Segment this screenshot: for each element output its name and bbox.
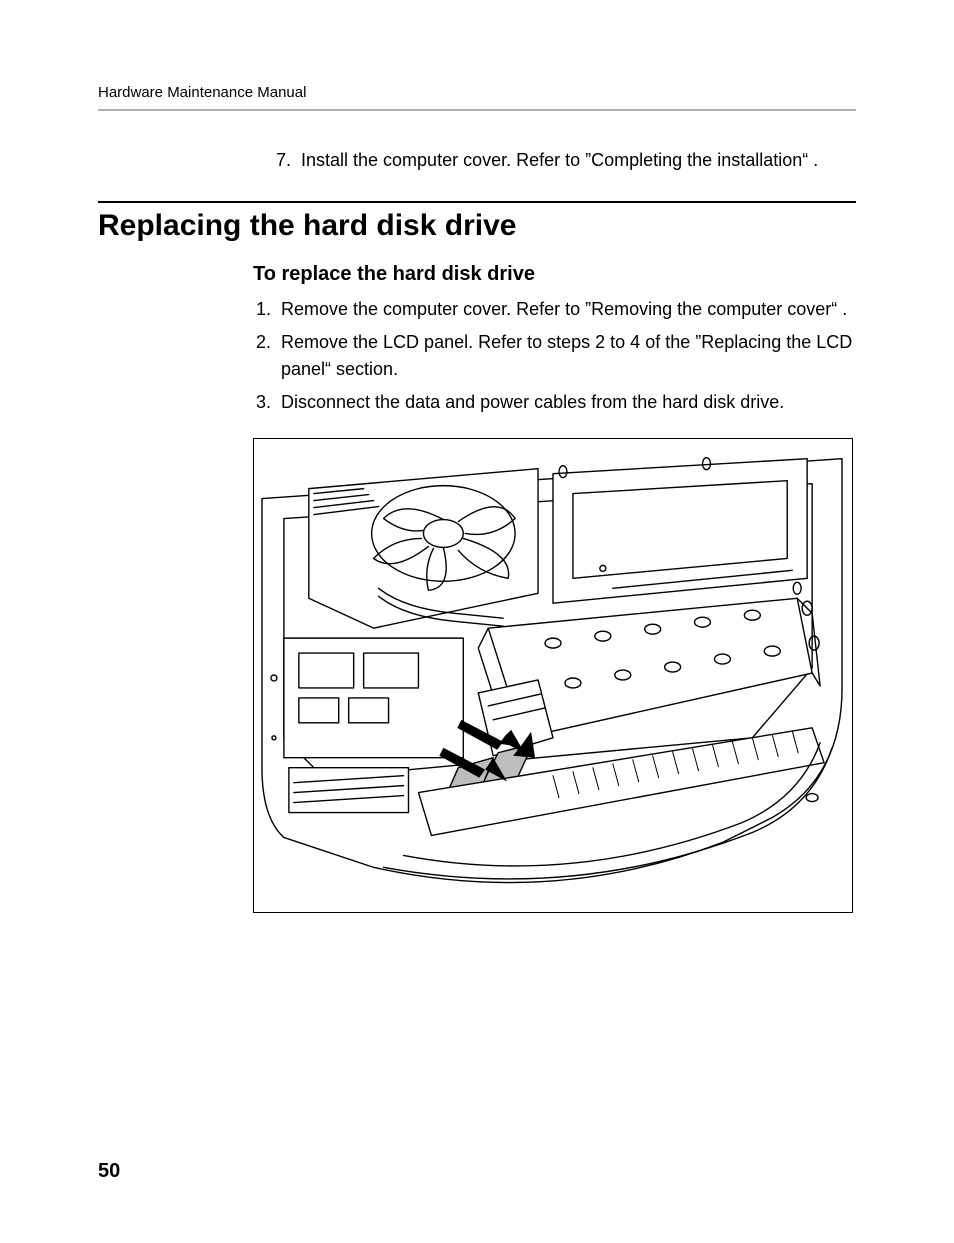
section-rule bbox=[98, 201, 856, 203]
hdd-disconnect-figure bbox=[253, 438, 853, 913]
header-rule bbox=[98, 109, 856, 111]
steps-list: 1. Remove the computer cover. Refer to ”… bbox=[253, 296, 856, 416]
subsection: To replace the hard disk drive 1. Remove… bbox=[253, 263, 856, 416]
list-item-text: Remove the computer cover. Refer to ”Rem… bbox=[281, 296, 847, 323]
running-header: Hardware Maintenance Manual bbox=[98, 84, 856, 101]
figure-container bbox=[253, 438, 856, 913]
hdd-diagram-svg bbox=[254, 438, 852, 913]
list-item: 3. Disconnect the data and power cables … bbox=[253, 389, 856, 416]
page: Hardware Maintenance Manual 7. Install t… bbox=[0, 0, 954, 1243]
list-item-number: 1. bbox=[253, 296, 281, 323]
page-number: 50 bbox=[98, 1160, 120, 1183]
section-title: Replacing the hard disk drive bbox=[98, 209, 856, 243]
list-item-number: 2. bbox=[253, 329, 281, 383]
list-item-number: 7. bbox=[273, 147, 301, 173]
list-item-number: 3. bbox=[253, 389, 281, 416]
list-item-text: Install the computer cover. Refer to ”Co… bbox=[301, 147, 818, 173]
list-item-text: Remove the LCD panel. Refer to steps 2 t… bbox=[281, 329, 856, 383]
list-item: 7. Install the computer cover. Refer to … bbox=[273, 147, 856, 173]
list-item: 1. Remove the computer cover. Refer to ”… bbox=[253, 296, 856, 323]
list-item-text: Disconnect the data and power cables fro… bbox=[281, 389, 784, 416]
subsection-title: To replace the hard disk drive bbox=[253, 263, 856, 286]
list-item: 2. Remove the LCD panel. Refer to steps … bbox=[253, 329, 856, 383]
continued-step-list: 7. Install the computer cover. Refer to … bbox=[273, 147, 856, 173]
